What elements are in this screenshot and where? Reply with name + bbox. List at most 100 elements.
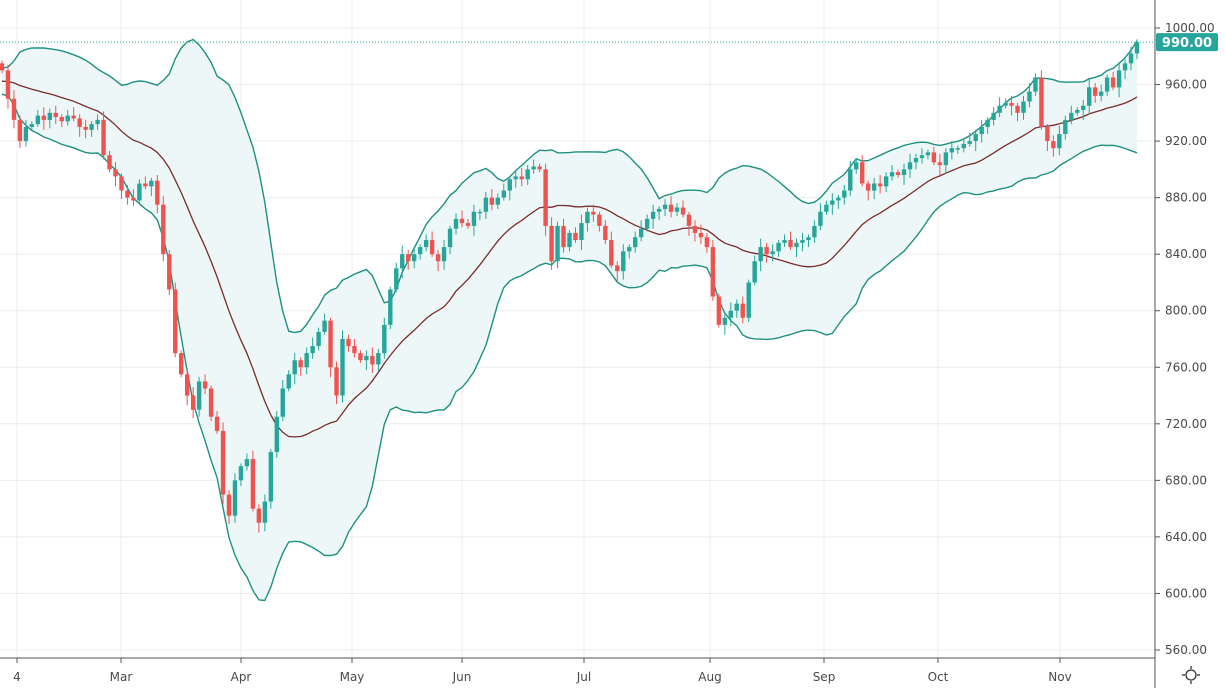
candle-body [615, 265, 620, 272]
candle-body [746, 282, 751, 318]
candle-body [250, 459, 256, 509]
x-tick-label: Apr [231, 670, 252, 684]
candle-body [202, 381, 208, 389]
candle-body [806, 237, 811, 241]
candle-body [991, 112, 996, 120]
candle-body [71, 115, 76, 119]
bollinger-lower-band [1, 93, 1138, 602]
candle-body [226, 494, 232, 516]
time-axis[interactable]: 4 Mar Apr May Jun Jul Aug Sep Oct Nov [13, 658, 1072, 684]
candle-body [931, 152, 937, 163]
candle-body [561, 225, 566, 248]
x-tick-label: May [340, 670, 365, 684]
candle-body [519, 176, 524, 180]
x-tick-label: Jul [576, 670, 591, 684]
candle-body [770, 251, 775, 255]
candle-body [268, 452, 274, 502]
candle-body [937, 162, 943, 166]
candle-body [286, 374, 291, 389]
candle-body [334, 367, 339, 396]
candle-body [316, 331, 321, 347]
candle-body [179, 353, 184, 375]
candle-body [358, 353, 363, 361]
candle-body [101, 119, 106, 156]
candle-body [370, 355, 375, 365]
candle-body [543, 169, 548, 226]
last-price-label: 990.00 [1162, 36, 1212, 51]
candle-body [764, 247, 769, 255]
candle-body [633, 237, 638, 248]
price-axis[interactable]: 1000.00 960.00 920.00 880.00 840.00 800.00 760… [1155, 21, 1215, 657]
candle-body [627, 247, 632, 252]
candle-body [788, 240, 793, 248]
x-tick-label: Aug [698, 670, 721, 684]
candle-body [824, 204, 829, 212]
candle-body [184, 374, 190, 396]
candle-body [1069, 112, 1074, 120]
candle-body [979, 126, 984, 135]
candle-body [1104, 77, 1110, 92]
candle-body [531, 166, 536, 170]
candle-body [95, 119, 100, 125]
y-tick-label: 1000.00 [1165, 21, 1215, 35]
candle-body [883, 176, 889, 187]
candle-body [167, 254, 172, 290]
candle-body [0, 63, 5, 71]
candle-body [322, 320, 327, 332]
candle-body [752, 261, 757, 283]
candle-body [1122, 63, 1128, 71]
candle-body [483, 197, 489, 212]
settings-icon[interactable] [1182, 666, 1200, 684]
bollinger-band-fill [2, 39, 1137, 601]
candle-body [680, 207, 686, 215]
candle-body [256, 508, 262, 523]
candle-body [53, 112, 58, 118]
last-price-tag: 990.00 [1156, 33, 1218, 52]
candle-body [943, 152, 949, 166]
candle-body [842, 190, 847, 198]
candle-body [477, 211, 483, 214]
candle-body [149, 180, 154, 187]
candle-body [525, 169, 530, 180]
candle-body [453, 218, 459, 229]
candle-body [423, 240, 429, 248]
candle-body [441, 247, 447, 262]
candle-body [47, 112, 52, 120]
candle-body [901, 169, 907, 176]
candle-body [579, 223, 584, 241]
candle-body [328, 320, 333, 368]
candle-body [848, 169, 853, 191]
candle-body [1027, 91, 1032, 102]
candle-body [376, 353, 381, 365]
candle-body [137, 183, 142, 201]
candle-body [1033, 77, 1038, 92]
candle-body [1003, 102, 1008, 106]
candle-body [131, 197, 136, 201]
candle-body [555, 225, 560, 262]
candle-body [698, 232, 704, 238]
candle-body [417, 247, 423, 255]
candle-body [1015, 105, 1020, 113]
candle-body [967, 141, 972, 144]
x-tick-label: Sep [813, 670, 836, 684]
y-tick-label: 960.00 [1165, 78, 1207, 92]
candles [0, 39, 1140, 533]
candle-body [220, 430, 226, 495]
candle-body [489, 197, 495, 205]
candle-body [459, 218, 465, 224]
candle-body [346, 338, 351, 347]
candle-body [603, 225, 608, 241]
candle-body [734, 303, 739, 311]
candle-body [77, 118, 82, 127]
candle-body [5, 70, 11, 99]
candle-body [262, 501, 268, 523]
candle-body [298, 360, 303, 368]
candle-body [274, 416, 279, 453]
candle-body [812, 225, 817, 238]
candle-body [107, 155, 112, 170]
candle-body [400, 254, 405, 269]
candle-body [59, 117, 64, 122]
candle-body [1098, 91, 1104, 96]
candle-body [471, 211, 477, 226]
